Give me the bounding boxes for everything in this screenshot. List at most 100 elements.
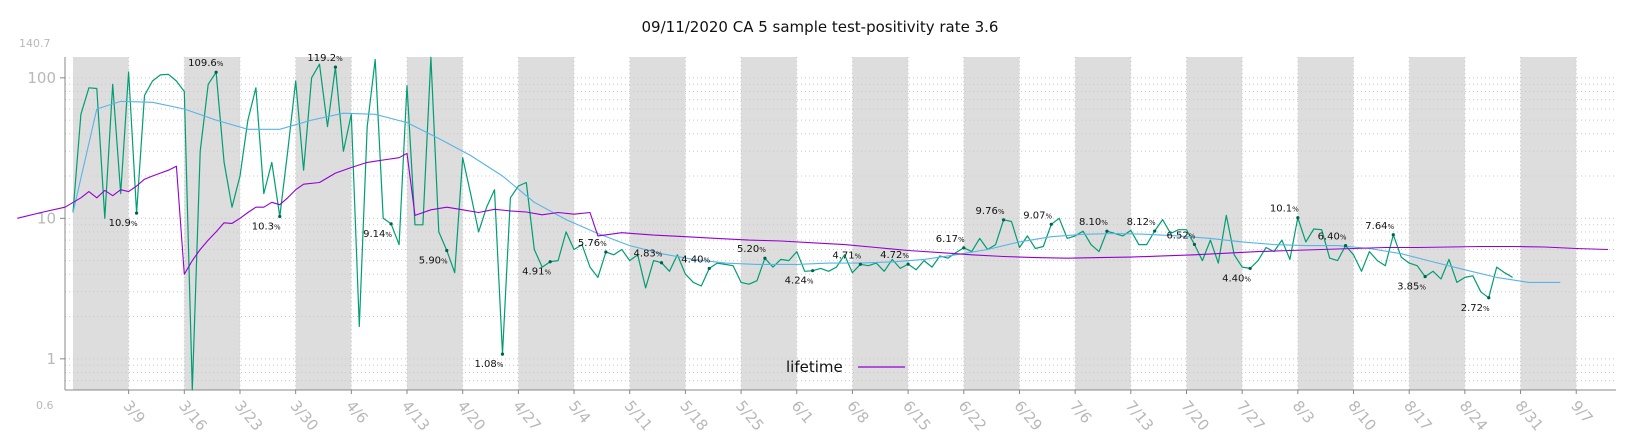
x-tick-label: 3/23: [231, 397, 266, 434]
x-tick-label: 6/22: [955, 397, 990, 434]
annotation-label: 4.40%: [1222, 273, 1251, 284]
x-tick-label: 8/17: [1400, 397, 1435, 434]
annotation-label: 4.40%: [681, 254, 710, 265]
annotation-label: 6.52%: [1166, 230, 1195, 241]
annotation-label: 5.90%: [419, 256, 448, 267]
annotation-point: [1248, 266, 1252, 271]
week-band: [1520, 57, 1577, 390]
annotation-label: 6.17%: [936, 234, 965, 245]
annotation-label: 119.2%: [307, 53, 343, 64]
annotation-label: 4.24%: [785, 276, 814, 287]
annotation-point: [1153, 229, 1157, 233]
x-tick-label: 7/6: [1066, 397, 1095, 427]
annotation-point: [548, 260, 552, 264]
annotation-label: 109.6%: [188, 58, 224, 69]
x-tick-label: 7/13: [1122, 397, 1157, 434]
annotation-label: 4.72%: [880, 250, 909, 261]
y-tick-label: 1: [46, 350, 56, 368]
annotation-label: 2.72%: [1461, 303, 1490, 314]
annotation-label: 5.20%: [737, 244, 766, 255]
x-tick-label: 6/1: [788, 397, 817, 427]
x-tick-label: 7/20: [1177, 397, 1212, 434]
y-tick-label: 10: [37, 209, 56, 227]
annotation-point: [278, 214, 282, 219]
x-tick-label: 5/25: [732, 397, 767, 434]
annotation-point: [500, 352, 505, 356]
annotation-label: 8.12%: [1127, 217, 1156, 228]
annotation-label: 9.07%: [1023, 210, 1052, 221]
annotation-label: 3.85%: [1397, 282, 1426, 293]
annotation-point: [1487, 296, 1491, 300]
y-min-label: 0.6: [36, 399, 54, 412]
week-band: [407, 57, 463, 390]
x-tick-label: 4/20: [454, 397, 489, 434]
week-band: [1409, 57, 1465, 390]
annotation-point: [763, 256, 767, 260]
annotation-point: [1391, 233, 1395, 237]
week-band: [963, 57, 1020, 390]
annotation-label: 10.3%: [252, 222, 281, 233]
annotation-label: 4.83%: [634, 249, 663, 260]
x-tick-label: 9/7: [1567, 397, 1596, 427]
x-tick-label: 3/30: [287, 397, 322, 434]
annotation-point: [707, 266, 711, 271]
week-band: [629, 57, 686, 390]
annotation-label: 8.10%: [1079, 217, 1108, 228]
annotation-label: 1.08%: [474, 359, 503, 370]
x-tick-label: 8/31: [1511, 397, 1546, 434]
y-max-label: 140.7: [19, 37, 51, 50]
annotation-point: [906, 262, 910, 266]
annotation-label: 10.9%: [109, 218, 138, 229]
x-tick-label: 5/11: [621, 397, 656, 434]
annotation-point: [1296, 216, 1300, 220]
x-tick-label: 6/29: [1010, 397, 1045, 434]
x-tick-label: 6/8: [843, 397, 872, 427]
week-band: [852, 57, 909, 390]
legend-label: lifetime: [786, 358, 843, 376]
annotation-point: [134, 211, 139, 215]
annotation-point: [1001, 218, 1006, 222]
x-tick-label: 4/27: [509, 397, 544, 434]
annotation-label: 4.91%: [522, 267, 551, 278]
annotation-point: [1192, 242, 1197, 247]
annotation-point: [1105, 229, 1109, 233]
x-tick-label: 8/10: [1344, 397, 1379, 434]
annotation-point: [1049, 222, 1053, 226]
x-tick-label: 7/27: [1233, 397, 1268, 434]
chart-title: 09/11/2020 CA 5 sample test-positivity r…: [641, 18, 999, 36]
x-tick-label: 6/15: [899, 397, 934, 434]
annotation-point: [659, 261, 664, 265]
week-band: [295, 57, 352, 390]
annotation-point: [962, 246, 966, 250]
annotation-point: [1343, 243, 1348, 248]
x-tick-label: 4/13: [398, 397, 433, 434]
annotation-label: 6.40%: [1318, 232, 1347, 243]
week-band: [1075, 57, 1131, 390]
week-band: [1186, 57, 1243, 390]
annotation-label: 7.64%: [1365, 221, 1394, 232]
x-tick-label: 5/18: [676, 397, 711, 434]
annotation-label: 10.1%: [1270, 204, 1299, 215]
annotation-point: [604, 250, 608, 254]
y-tick-label: 100: [27, 69, 56, 87]
x-tick-label: 4/6: [342, 397, 371, 427]
x-tick-label: 8/3: [1289, 397, 1318, 427]
annotation-label: 9.76%: [976, 206, 1005, 217]
annotation-point: [445, 248, 449, 253]
annotation-label: 4.71%: [832, 250, 861, 261]
annotation-point: [811, 269, 815, 273]
x-tick-label: 3/9: [120, 397, 149, 427]
smoothed-series-line: [72, 100, 1561, 283]
annotation-point: [1423, 274, 1427, 279]
annotation-point: [858, 262, 862, 266]
x-tick-label: 3/16: [175, 397, 210, 434]
annotation-point: [214, 70, 218, 74]
x-tick-label: 8/24: [1456, 397, 1491, 434]
lifetime-series-line: [17, 152, 1609, 275]
week-band: [741, 57, 797, 390]
annotation-label: 5.76%: [578, 238, 607, 249]
annotation-point: [389, 222, 393, 226]
annotation-label: 9.14%: [363, 229, 392, 240]
week-band: [1297, 57, 1354, 390]
